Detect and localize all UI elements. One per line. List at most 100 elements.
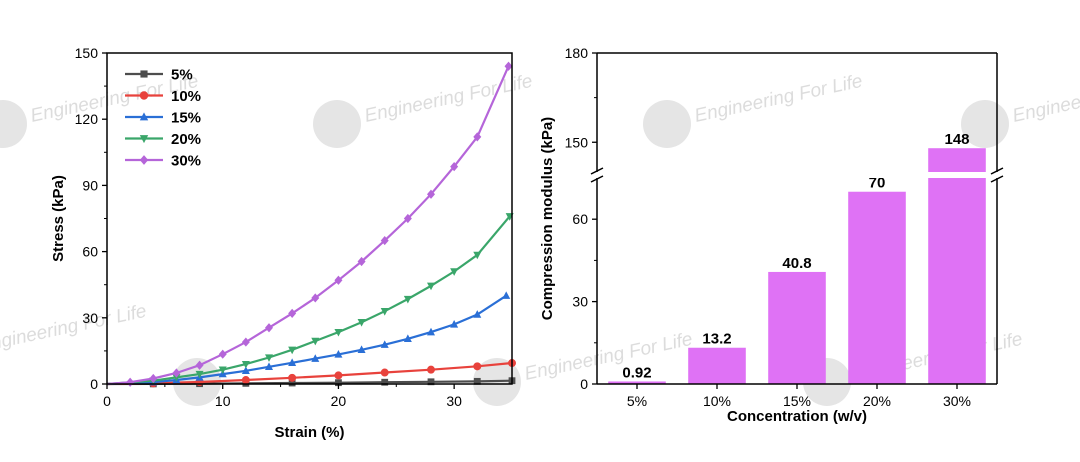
bar-value-label: 0.92 — [622, 364, 651, 381]
data-point — [427, 189, 435, 199]
x-tick-label: 5% — [627, 393, 647, 409]
data-point — [195, 360, 204, 370]
data-point — [265, 323, 273, 333]
data-point — [381, 378, 389, 386]
x-tick-label: 30 — [446, 393, 462, 409]
watermark-lower-center: Engineering For Life — [473, 329, 694, 406]
data-point — [334, 328, 343, 337]
x-tick-label: 0 — [103, 393, 111, 409]
legend-item-20%: 20% — [125, 131, 201, 148]
series-15% — [106, 291, 511, 386]
data-point — [427, 327, 435, 336]
data-point — [265, 354, 273, 362]
watermark-logo-icon — [643, 100, 691, 148]
data-point — [126, 377, 135, 387]
watermark-text: Engineering For Life — [363, 71, 535, 127]
bar-20% — [848, 191, 906, 384]
series-line — [106, 294, 507, 386]
y-tick-label: 150 — [75, 45, 99, 61]
data-point — [140, 70, 148, 78]
bar-5% — [608, 381, 666, 384]
data-point — [241, 360, 250, 369]
x-tick-label: 20% — [863, 393, 891, 409]
data-point — [334, 275, 343, 285]
y-tick-label: 0 — [90, 376, 98, 392]
legend-item-30%: 30% — [125, 153, 201, 170]
x-tick-label: 20 — [331, 393, 347, 409]
watermark-far-right: Engineering For Life — [961, 71, 1080, 148]
y-tick-label: 30 — [572, 294, 588, 310]
bar-10% — [688, 347, 746, 384]
data-point — [149, 373, 158, 384]
x-axis-label: Concentration (w/v) — [727, 408, 867, 425]
data-point — [311, 354, 320, 362]
y-tick-label: 30 — [82, 310, 98, 326]
y-tick-label: 90 — [82, 177, 98, 193]
data-point — [450, 162, 459, 172]
bar-value-label: 13.2 — [702, 331, 731, 348]
data-point — [473, 310, 482, 318]
legend-item-5%: 5% — [125, 67, 193, 84]
data-point — [288, 308, 297, 318]
series-30% — [106, 61, 513, 387]
legend-label: 15% — [171, 110, 201, 127]
watermark-lower-left: Engineering For Life — [0, 301, 221, 406]
bar-value-label: 40.8 — [782, 255, 811, 272]
data-point — [473, 251, 482, 260]
data-point — [311, 337, 320, 346]
data-point — [241, 376, 250, 385]
data-point — [288, 358, 297, 367]
data-point — [218, 349, 227, 359]
data-point — [403, 295, 412, 304]
data-point — [450, 268, 459, 276]
axis-break-mark — [990, 167, 1004, 175]
bar-value-label: 70 — [869, 175, 886, 192]
y-tick-label: 120 — [75, 111, 99, 127]
data-point — [334, 371, 343, 380]
series-20% — [106, 213, 514, 386]
axis-break-gap — [598, 172, 996, 178]
watermark-logo-icon — [313, 100, 361, 148]
data-point — [427, 282, 435, 291]
data-point — [218, 366, 227, 375]
data-point — [172, 374, 181, 382]
data-point — [403, 213, 412, 224]
data-point — [288, 379, 296, 387]
axis-break-mark — [590, 175, 604, 183]
y-tick-label: 180 — [565, 45, 589, 61]
data-point — [403, 334, 412, 342]
bar-value-label: 148 — [944, 131, 969, 148]
data-point — [380, 368, 389, 377]
axis-break-mark — [990, 175, 1004, 183]
legend-label: 5% — [171, 67, 193, 84]
legend: 5% 10% 15% 20% 30% — [125, 67, 201, 170]
data-point — [139, 155, 149, 165]
data-point — [139, 112, 149, 121]
data-point — [172, 368, 181, 378]
data-point — [311, 293, 320, 303]
y-axis-label: Stress (kPa) — [50, 175, 67, 262]
data-point — [473, 377, 481, 385]
data-point — [288, 373, 297, 382]
y-tick-label: 0 — [580, 376, 588, 392]
data-point — [241, 366, 250, 374]
data-point — [265, 362, 273, 370]
data-point — [427, 365, 435, 374]
watermark-text: Engineering For Life — [1011, 71, 1080, 127]
x-axis-label: Strain (%) — [274, 424, 344, 441]
data-point — [241, 337, 250, 347]
data-point — [139, 135, 149, 144]
bar-15% — [768, 271, 826, 384]
legend-label: 10% — [171, 88, 201, 105]
data-point — [380, 307, 389, 316]
watermark-lower-right: Engineering For Life — [803, 329, 1024, 406]
y-tick-label: 60 — [572, 211, 588, 227]
data-point — [357, 256, 366, 267]
y-tick-label: 60 — [82, 244, 98, 260]
data-point — [334, 350, 343, 358]
data-point — [380, 340, 389, 348]
legend-item-15%: 15% — [125, 110, 201, 127]
watermark-right: Engineering For Life — [643, 71, 864, 148]
data-point — [335, 379, 342, 387]
series-line — [106, 65, 510, 386]
